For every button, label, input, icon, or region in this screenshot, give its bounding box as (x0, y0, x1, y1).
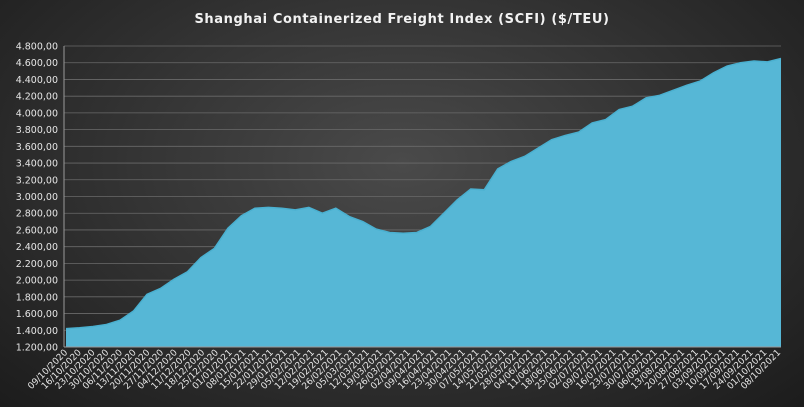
series-area (65, 57, 782, 347)
series-line (65, 57, 782, 330)
y-tick-label: 3.600,00 (16, 142, 58, 153)
y-tick-label: 1.400,00 (16, 326, 58, 337)
y-tick-label: 2.200,00 (16, 259, 58, 270)
x-axis-ticks: 09/10/202016/10/202023/10/202030/10/2020… (26, 348, 783, 392)
y-tick-label: 2.600,00 (16, 225, 58, 236)
y-tick-label: 1.800,00 (16, 292, 58, 303)
y-tick-label: 1.200,00 (16, 343, 58, 354)
chart-title: Shanghai Containerized Freight Index (SC… (194, 12, 609, 27)
y-tick-label: 2.800,00 (16, 209, 58, 220)
y-tick-label: 2.400,00 (16, 242, 58, 253)
y-tick-label: 1.600,00 (16, 309, 58, 320)
y-tick-label: 3.000,00 (16, 192, 58, 203)
y-tick-label: 4.600,00 (16, 58, 58, 69)
area-fill (66, 58, 781, 347)
axes (63, 46, 781, 348)
y-tick-label: 3.400,00 (16, 159, 58, 170)
y-tick-label: 2.000,00 (16, 276, 58, 287)
y-tick-label: 3.800,00 (16, 125, 58, 136)
y-tick-label: 4.200,00 (16, 92, 58, 103)
y-tick-label: 3.200,00 (16, 175, 58, 186)
y-tick-label: 4.000,00 (16, 108, 58, 119)
y-axis-ticks: 1.200,00 1.400,00 1.600,00 1.800,00 2.000,00… (16, 42, 58, 354)
y-tick-label: 4.400,00 (16, 75, 58, 86)
y-tick-label: 4.800,00 (16, 42, 58, 53)
